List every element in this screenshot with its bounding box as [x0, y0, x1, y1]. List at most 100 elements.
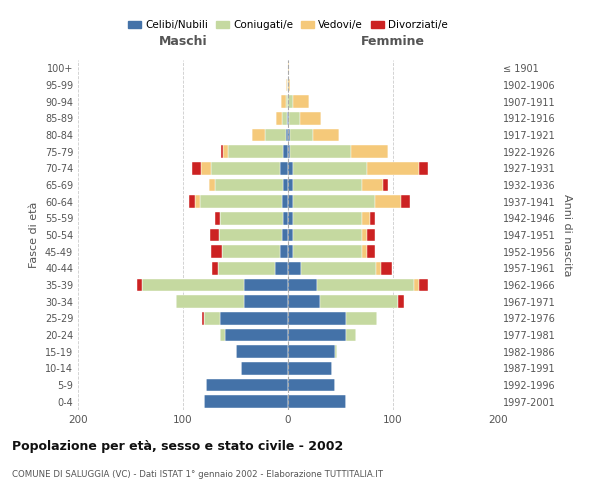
Bar [288, 296, 320, 308]
Bar [212, 262, 218, 274]
Bar [414, 279, 419, 291]
Bar [193, 162, 201, 174]
Bar [288, 362, 332, 374]
Bar [283, 179, 288, 192]
Bar [361, 179, 383, 192]
Bar [287, 79, 288, 92]
Bar [288, 212, 293, 224]
Bar [288, 262, 301, 274]
Bar [346, 312, 377, 324]
Text: Maschi: Maschi [158, 36, 208, 49]
Bar [313, 129, 340, 141]
Bar [288, 246, 293, 258]
Bar [282, 229, 288, 241]
Bar [190, 196, 194, 208]
Y-axis label: Fasce di età: Fasce di età [29, 202, 39, 268]
Bar [293, 229, 361, 241]
Bar [293, 162, 367, 174]
Bar [288, 346, 335, 358]
Bar [398, 296, 404, 308]
Bar [222, 246, 280, 258]
Bar [293, 196, 375, 208]
Bar [361, 229, 367, 241]
Bar [320, 296, 398, 308]
Bar [223, 146, 228, 158]
Bar [283, 212, 288, 224]
Bar [206, 379, 288, 391]
Bar [211, 162, 280, 174]
Bar [361, 212, 370, 224]
Bar [288, 312, 346, 324]
Bar [293, 96, 309, 108]
Bar [137, 279, 142, 291]
Bar [383, 179, 388, 192]
Bar [287, 112, 288, 124]
Bar [210, 229, 218, 241]
Bar [288, 229, 293, 241]
Text: Popolazione per età, sesso e stato civile - 2002: Popolazione per età, sesso e stato civil… [12, 440, 343, 453]
Bar [288, 196, 293, 208]
Bar [382, 262, 392, 274]
Bar [204, 396, 288, 408]
Bar [288, 329, 346, 341]
Bar [280, 162, 288, 174]
Bar [142, 279, 244, 291]
Y-axis label: Anni di nascita: Anni di nascita [562, 194, 572, 276]
Bar [367, 246, 375, 258]
Bar [288, 112, 289, 124]
Bar [376, 262, 382, 274]
Bar [335, 346, 337, 358]
Bar [211, 246, 222, 258]
Bar [288, 62, 289, 74]
Bar [215, 179, 283, 192]
Bar [419, 162, 428, 174]
Bar [228, 146, 283, 158]
Bar [289, 112, 299, 124]
Bar [288, 146, 290, 158]
Legend: Celibi/Nubili, Coniugati/e, Vedovi/e, Divorziati/e: Celibi/Nubili, Coniugati/e, Vedovi/e, Di… [124, 16, 452, 34]
Bar [293, 179, 361, 192]
Bar [202, 312, 204, 324]
Bar [286, 79, 287, 92]
Bar [220, 329, 225, 341]
Bar [176, 296, 244, 308]
Bar [290, 129, 313, 141]
Bar [221, 146, 223, 158]
Bar [244, 279, 288, 291]
Bar [346, 329, 356, 341]
Bar [401, 196, 410, 208]
Bar [361, 246, 367, 258]
Bar [283, 146, 288, 158]
Bar [282, 112, 287, 124]
Bar [288, 379, 335, 391]
Bar [204, 312, 220, 324]
Bar [419, 279, 428, 291]
Bar [220, 212, 283, 224]
Bar [281, 96, 286, 108]
Bar [200, 196, 282, 208]
Bar [290, 146, 351, 158]
Bar [280, 246, 288, 258]
Bar [288, 96, 293, 108]
Bar [370, 212, 375, 224]
Bar [286, 129, 288, 141]
Bar [235, 346, 288, 358]
Text: Femmine: Femmine [361, 36, 425, 49]
Bar [288, 162, 293, 174]
Bar [194, 196, 200, 208]
Bar [215, 212, 220, 224]
Bar [288, 129, 290, 141]
Bar [277, 112, 282, 124]
Bar [288, 279, 317, 291]
Bar [252, 129, 265, 141]
Bar [288, 396, 346, 408]
Bar [220, 312, 288, 324]
Bar [218, 262, 275, 274]
Bar [351, 146, 388, 158]
Text: COMUNE DI SALUGGIA (VC) - Dati ISTAT 1° gennaio 2002 - Elaborazione TUTTITALIA.I: COMUNE DI SALUGGIA (VC) - Dati ISTAT 1° … [12, 470, 383, 479]
Bar [241, 362, 288, 374]
Bar [288, 179, 293, 192]
Bar [288, 79, 290, 92]
Bar [225, 329, 288, 341]
Bar [375, 196, 401, 208]
